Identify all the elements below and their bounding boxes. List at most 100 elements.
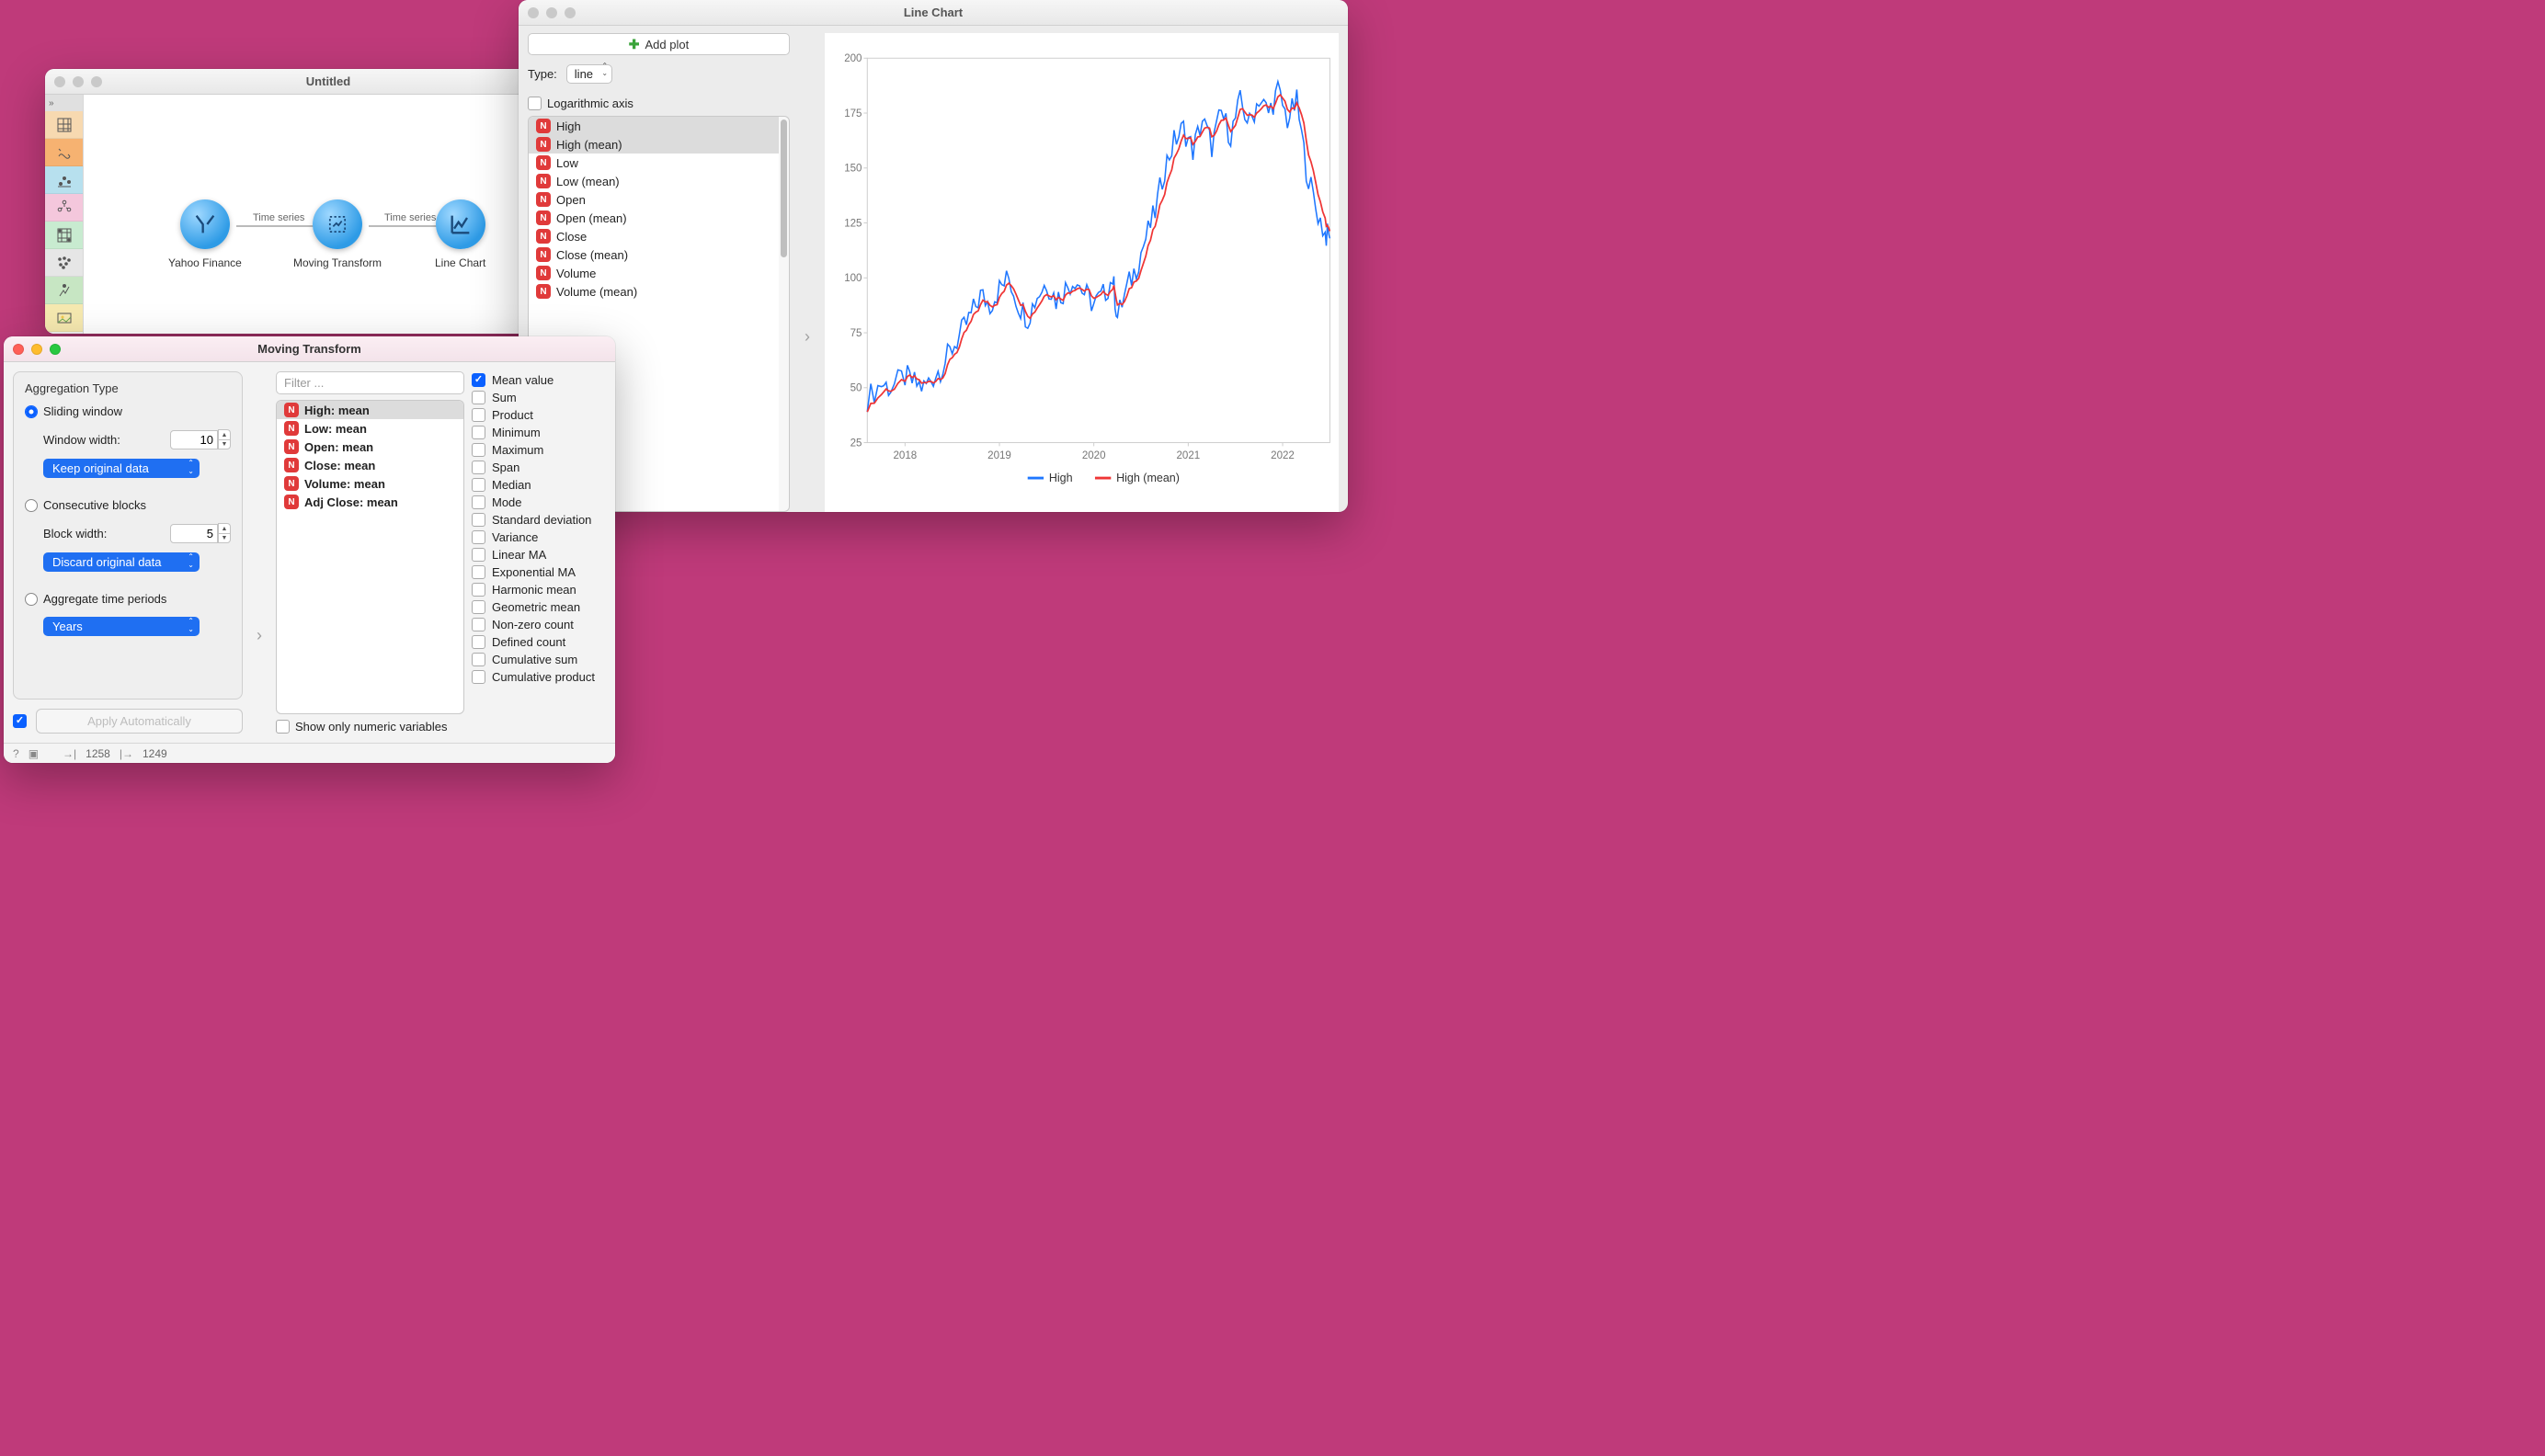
- aggregation-option[interactable]: Cumulative sum: [472, 651, 606, 668]
- checkbox[interactable]: [472, 618, 485, 631]
- variable-row[interactable]: NClose (mean): [529, 245, 779, 264]
- sidebar-category[interactable]: [45, 277, 83, 304]
- checkbox[interactable]: [472, 461, 485, 474]
- minimize-icon[interactable]: [31, 344, 42, 355]
- selected-variable-list[interactable]: NHigh: meanNLow: meanNOpen: meanNClose: …: [276, 400, 464, 714]
- sidebar-category[interactable]: [45, 111, 83, 139]
- sidebar-category[interactable]: [45, 194, 83, 222]
- aggregation-option[interactable]: Mode: [472, 494, 606, 511]
- checkbox[interactable]: [472, 653, 485, 666]
- svg-text:25: 25: [850, 438, 862, 449]
- sidebar-category[interactable]: [45, 222, 83, 249]
- sidebar-category[interactable]: [45, 249, 83, 277]
- checkbox[interactable]: [472, 670, 485, 684]
- aggregation-heading: Aggregation Type: [25, 381, 231, 395]
- variable-row[interactable]: NOpen: mean: [277, 438, 463, 456]
- node-line-chart[interactable]: [436, 199, 485, 249]
- checkbox[interactable]: [472, 513, 485, 527]
- aggregation-option[interactable]: Minimum: [472, 424, 606, 441]
- apply-auto-checkbox[interactable]: [13, 714, 27, 728]
- checkbox[interactable]: [472, 530, 485, 544]
- variable-row[interactable]: NHigh: [529, 117, 779, 135]
- aggregation-option[interactable]: Span: [472, 459, 606, 476]
- aggregation-option[interactable]: Linear MA: [472, 546, 606, 563]
- variable-row[interactable]: NVolume (mean): [529, 282, 779, 301]
- variable-row[interactable]: NVolume: [529, 264, 779, 282]
- aggregation-option[interactable]: Mean value: [472, 371, 606, 389]
- checkbox[interactable]: [472, 600, 485, 614]
- radio-aggregate-periods[interactable]: Aggregate time periods: [25, 592, 231, 606]
- show-numeric-checkbox[interactable]: [276, 720, 290, 734]
- variable-row[interactable]: NLow: [529, 154, 779, 172]
- close-icon[interactable]: [54, 76, 65, 87]
- periods-select[interactable]: Years: [43, 617, 200, 636]
- numeric-badge-icon: N: [536, 284, 551, 299]
- block-width-stepper[interactable]: ▲▼: [170, 523, 231, 543]
- variable-row[interactable]: NLow (mean): [529, 172, 779, 190]
- line-chart-plot[interactable]: 2550751001251501752002018201920202021202…: [825, 33, 1339, 512]
- aggregation-option[interactable]: Exponential MA: [472, 563, 606, 581]
- close-icon[interactable]: [13, 344, 24, 355]
- checkbox[interactable]: [472, 478, 485, 492]
- report-icon[interactable]: ▣: [29, 747, 39, 760]
- variable-row[interactable]: NHigh (mean): [529, 135, 779, 154]
- checkbox[interactable]: [472, 408, 485, 422]
- checkbox[interactable]: [472, 495, 485, 509]
- aggregation-option[interactable]: Variance: [472, 529, 606, 546]
- collapse-panel-arrow[interactable]: ›: [797, 33, 817, 512]
- filter-input[interactable]: Filter ...: [276, 371, 464, 394]
- minimize-icon[interactable]: [73, 76, 84, 87]
- zoom-icon[interactable]: [50, 344, 61, 355]
- checkbox[interactable]: [472, 548, 485, 562]
- window-width-stepper[interactable]: ▲▼: [170, 429, 231, 449]
- zoom-icon[interactable]: [91, 76, 102, 87]
- log-axis-checkbox[interactable]: [528, 97, 542, 110]
- sidebar-category[interactable]: [45, 304, 83, 332]
- variable-row[interactable]: NOpen (mean): [529, 209, 779, 227]
- aggregation-option[interactable]: Harmonic mean: [472, 581, 606, 598]
- help-icon[interactable]: ?: [13, 747, 19, 760]
- node-moving-transform[interactable]: [313, 199, 362, 249]
- variable-row[interactable]: NVolume: mean: [277, 474, 463, 493]
- variable-row[interactable]: NClose: mean: [277, 456, 463, 474]
- close-icon[interactable]: [528, 7, 539, 18]
- checkbox[interactable]: [472, 565, 485, 579]
- aggregation-option[interactable]: Median: [472, 476, 606, 494]
- discard-original-select[interactable]: Discard original data: [43, 552, 200, 572]
- variable-row[interactable]: NAdj Close: mean: [277, 493, 463, 511]
- aggregation-option[interactable]: Defined count: [472, 633, 606, 651]
- aggregation-option[interactable]: Geometric mean: [472, 598, 606, 616]
- checkbox[interactable]: [472, 426, 485, 439]
- transfer-arrow[interactable]: ›: [250, 371, 268, 734]
- minimize-icon[interactable]: [546, 7, 557, 18]
- radio-sliding-window[interactable]: Sliding window: [25, 404, 231, 418]
- node-yahoo-finance[interactable]: [180, 199, 230, 249]
- svg-text:2019: 2019: [987, 450, 1011, 461]
- sidebar-expand[interactable]: »: [45, 95, 83, 111]
- aggregation-option[interactable]: Non-zero count: [472, 616, 606, 633]
- numeric-badge-icon: N: [536, 119, 551, 133]
- checkbox[interactable]: [472, 373, 485, 387]
- apply-auto-button[interactable]: Apply Automatically: [36, 709, 243, 734]
- keep-original-select[interactable]: Keep original data: [43, 459, 200, 478]
- sidebar-category[interactable]: [45, 166, 83, 194]
- aggregation-option[interactable]: Standard deviation: [472, 511, 606, 529]
- checkbox[interactable]: [472, 443, 485, 457]
- aggregation-option[interactable]: Maximum: [472, 441, 606, 459]
- aggregation-option[interactable]: Sum: [472, 389, 606, 406]
- aggregation-option[interactable]: Cumulative product: [472, 668, 606, 686]
- zoom-icon[interactable]: [565, 7, 576, 18]
- scrollbar[interactable]: [779, 117, 789, 511]
- variable-row[interactable]: NLow: mean: [277, 419, 463, 438]
- sidebar-category[interactable]: [45, 139, 83, 166]
- variable-row[interactable]: NHigh: mean: [277, 401, 463, 419]
- variable-row[interactable]: NClose: [529, 227, 779, 245]
- checkbox[interactable]: [472, 635, 485, 649]
- variable-row[interactable]: NOpen: [529, 190, 779, 209]
- add-plot-button[interactable]: ✚ Add plot: [528, 33, 790, 55]
- checkbox[interactable]: [472, 583, 485, 597]
- checkbox[interactable]: [472, 391, 485, 404]
- radio-consecutive-blocks[interactable]: Consecutive blocks: [25, 498, 231, 512]
- aggregation-option[interactable]: Product: [472, 406, 606, 424]
- type-select[interactable]: line: [566, 64, 612, 84]
